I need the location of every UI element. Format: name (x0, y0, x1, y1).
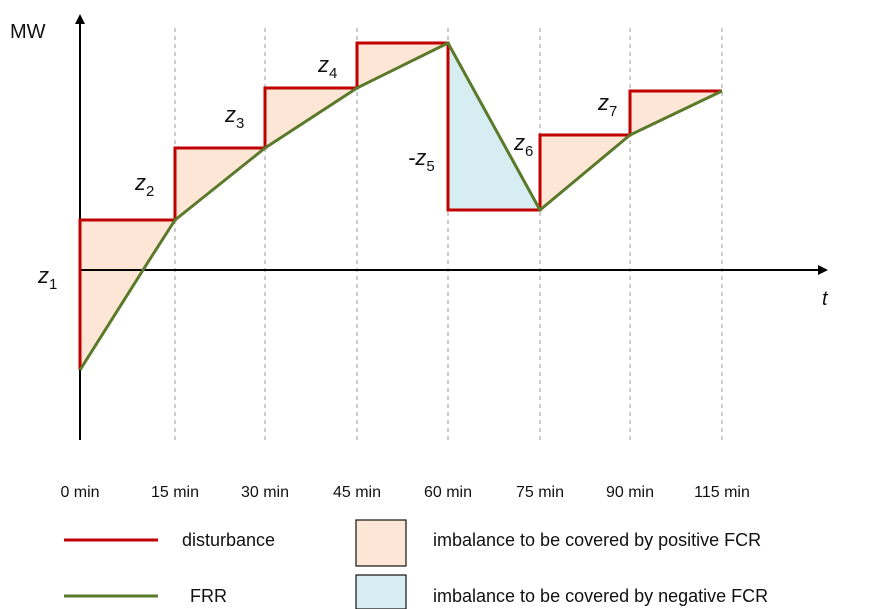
tick-label: 0 min (60, 484, 99, 501)
step-label-z1: z1 (37, 263, 57, 293)
legend-frr-label: FRR (190, 586, 227, 606)
legend: disturbance FRR imbalance to be covered … (64, 519, 768, 609)
step-label-z4: z4 (317, 52, 337, 82)
step-label-z7: z7 (597, 90, 617, 120)
step-label-z2: z2 (134, 170, 154, 200)
y-axis-label: MW (10, 21, 46, 43)
tick-label: 30 min (241, 484, 289, 501)
legend-positive-label: imbalance to be covered by positive FCR (433, 530, 761, 550)
legend-positive-swatch (355, 519, 407, 567)
step-labels: z1 z2 z3 z4 -z5 z6 z7 (37, 52, 617, 293)
tick-label: 115 min (694, 484, 750, 501)
tick-label: 75 min (516, 484, 564, 501)
step-label-z5: -z5 (408, 145, 435, 175)
tick-label: 90 min (606, 484, 654, 501)
tick-label: 45 min (333, 484, 381, 501)
step-label-z3: z3 (224, 102, 244, 132)
legend-disturbance-label: disturbance (182, 530, 275, 550)
disturbance-line (78, 41, 722, 370)
x-axis-label: t (822, 288, 829, 310)
tick-label: 15 min (151, 484, 199, 501)
tick-label: 60 min (424, 484, 472, 501)
positive-area-1 (80, 220, 175, 270)
frr-line (78, 41, 723, 371)
time-tick-labels: 0 min 15 min 30 min 45 min 60 min 75 min… (60, 484, 749, 501)
legend-negative-label: imbalance to be covered by negative FCR (433, 586, 768, 606)
step-label-z6: z6 (513, 130, 533, 160)
legend-negative-swatch (355, 574, 407, 609)
